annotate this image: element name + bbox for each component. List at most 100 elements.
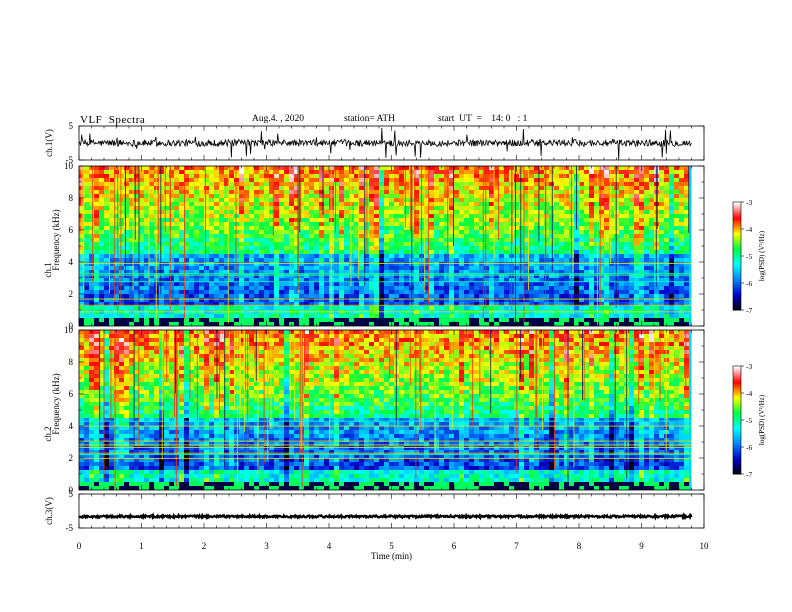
- spectrogram-cell: [279, 166, 284, 170]
- spectrogram-cell: [299, 290, 304, 294]
- spectrogram-cell: [584, 258, 589, 262]
- spectrogram-cell: [484, 246, 489, 250]
- spectrogram-cell: [559, 178, 564, 182]
- spectrogram-cell: [534, 306, 539, 310]
- spectrogram-cell: [569, 322, 574, 326]
- spectrogram-cell: [514, 202, 519, 206]
- spectrogram-cell: [279, 206, 284, 210]
- spectrogram-cell: [564, 170, 569, 174]
- spectrogram-cell: [504, 270, 509, 274]
- spectrogram-cell: [544, 190, 549, 194]
- spectrogram-cell: [204, 202, 209, 206]
- spectrogram-cell: [354, 266, 359, 270]
- spectrogram-cell: [139, 222, 144, 226]
- spectrogram-cell: [594, 318, 599, 322]
- spectrogram-cell: [124, 242, 129, 246]
- spectrogram-cell: [134, 170, 139, 174]
- spectrogram-cell: [184, 250, 189, 254]
- spectrogram-cell: [159, 198, 164, 202]
- spectrogram-cell: [204, 278, 209, 282]
- spectrogram-cell: [639, 290, 644, 294]
- spectrogram-cell: [674, 210, 679, 214]
- spectrogram-cell: [209, 298, 214, 302]
- spectrogram-cell: [344, 182, 349, 186]
- spectrogram-cell: [564, 210, 569, 214]
- spectrogram-cell: [324, 254, 329, 258]
- spectrogram-cell: [384, 198, 389, 202]
- spectrogram-cell: [214, 202, 219, 206]
- spectrogram-cell: [464, 250, 469, 254]
- spectrogram-cell: [244, 194, 249, 198]
- spectrogram-cell: [259, 278, 264, 282]
- spectrogram-cell: [594, 314, 599, 318]
- spectrogram-cell: [584, 298, 589, 302]
- spectrogram-cell: [194, 246, 199, 250]
- spectrogram-cell: [319, 230, 324, 234]
- spectrogram-cell: [249, 274, 254, 278]
- spectrogram-cell: [519, 170, 524, 174]
- spectrogram-cell: [339, 290, 344, 294]
- spectrogram-cell: [629, 302, 634, 306]
- spectrogram-cell: [454, 194, 459, 198]
- spectrogram-cell: [219, 198, 224, 202]
- sferic-streak: [297, 166, 299, 290]
- spectrogram-cell: [504, 234, 509, 238]
- spectrogram-cell: [654, 290, 659, 294]
- spectrogram-cell: [369, 166, 374, 170]
- spectrogram-cell: [164, 282, 169, 286]
- spectrogram-cell: [229, 218, 234, 222]
- spectrogram-cell: [299, 254, 304, 258]
- spectrogram-cell: [434, 282, 439, 286]
- spectrogram-cell: [609, 214, 614, 218]
- spectrogram-cell: [439, 246, 444, 250]
- spectrogram-cell: [239, 198, 244, 202]
- spectrogram-cell: [604, 306, 609, 310]
- spectrogram-cell: [119, 290, 124, 294]
- spectrogram-cell: [424, 238, 429, 242]
- spectrogram-cell: [554, 294, 559, 298]
- spectrogram-cell: [624, 278, 629, 282]
- spectrogram-cell: [674, 194, 679, 198]
- spectrogram-cell: [579, 166, 584, 170]
- spectrogram-cell: [189, 230, 194, 234]
- spectrogram-cell: [189, 278, 194, 282]
- spectrogram-cell: [449, 202, 454, 206]
- spectrogram-cell: [219, 174, 224, 178]
- spectrogram-cell: [579, 274, 584, 278]
- spectrogram-cell: [589, 218, 594, 222]
- spectrogram-cell: [664, 186, 669, 190]
- spectrogram-cell: [244, 182, 249, 186]
- spectrogram-cell: [129, 218, 134, 222]
- spectrogram-cell: [344, 306, 349, 310]
- spectrogram-cell: [79, 330, 84, 334]
- spectrogram-cell: [454, 226, 459, 230]
- spectrogram-cell: [389, 206, 394, 210]
- spectrogram-cell: [344, 210, 349, 214]
- spectrogram-cell: [644, 190, 649, 194]
- spectrogram-cell: [604, 186, 609, 190]
- spectrogram-cell: [199, 198, 204, 202]
- spectrogram-cell: [669, 186, 674, 190]
- spectrogram-cell: [629, 178, 634, 182]
- spectrogram-cell: [469, 282, 474, 286]
- spectrogram-cell: [634, 170, 639, 174]
- spectrogram-cell: [519, 246, 524, 250]
- spectrogram-cell: [274, 190, 279, 194]
- spectrogram-cell: [609, 166, 614, 170]
- spectrogram-cell: [334, 286, 339, 290]
- spectrogram-cell: [439, 298, 444, 302]
- spectrogram-cell: [594, 322, 599, 326]
- spectrogram-cell: [634, 294, 639, 298]
- spectrogram-cell: [124, 294, 129, 298]
- spectrogram-cell: [264, 178, 269, 182]
- spectrogram-cell: [84, 282, 89, 286]
- spectrogram-cell: [494, 202, 499, 206]
- spectrogram-cell: [629, 250, 634, 254]
- spectrogram-cell: [209, 270, 214, 274]
- spectrogram-cell: [114, 282, 119, 286]
- spectrogram-cell: [269, 246, 274, 250]
- spectrogram-cell: [274, 322, 279, 326]
- spectrogram-cell: [494, 318, 499, 322]
- spectrogram-cell: [149, 174, 154, 178]
- spectrogram-cell: [94, 250, 99, 254]
